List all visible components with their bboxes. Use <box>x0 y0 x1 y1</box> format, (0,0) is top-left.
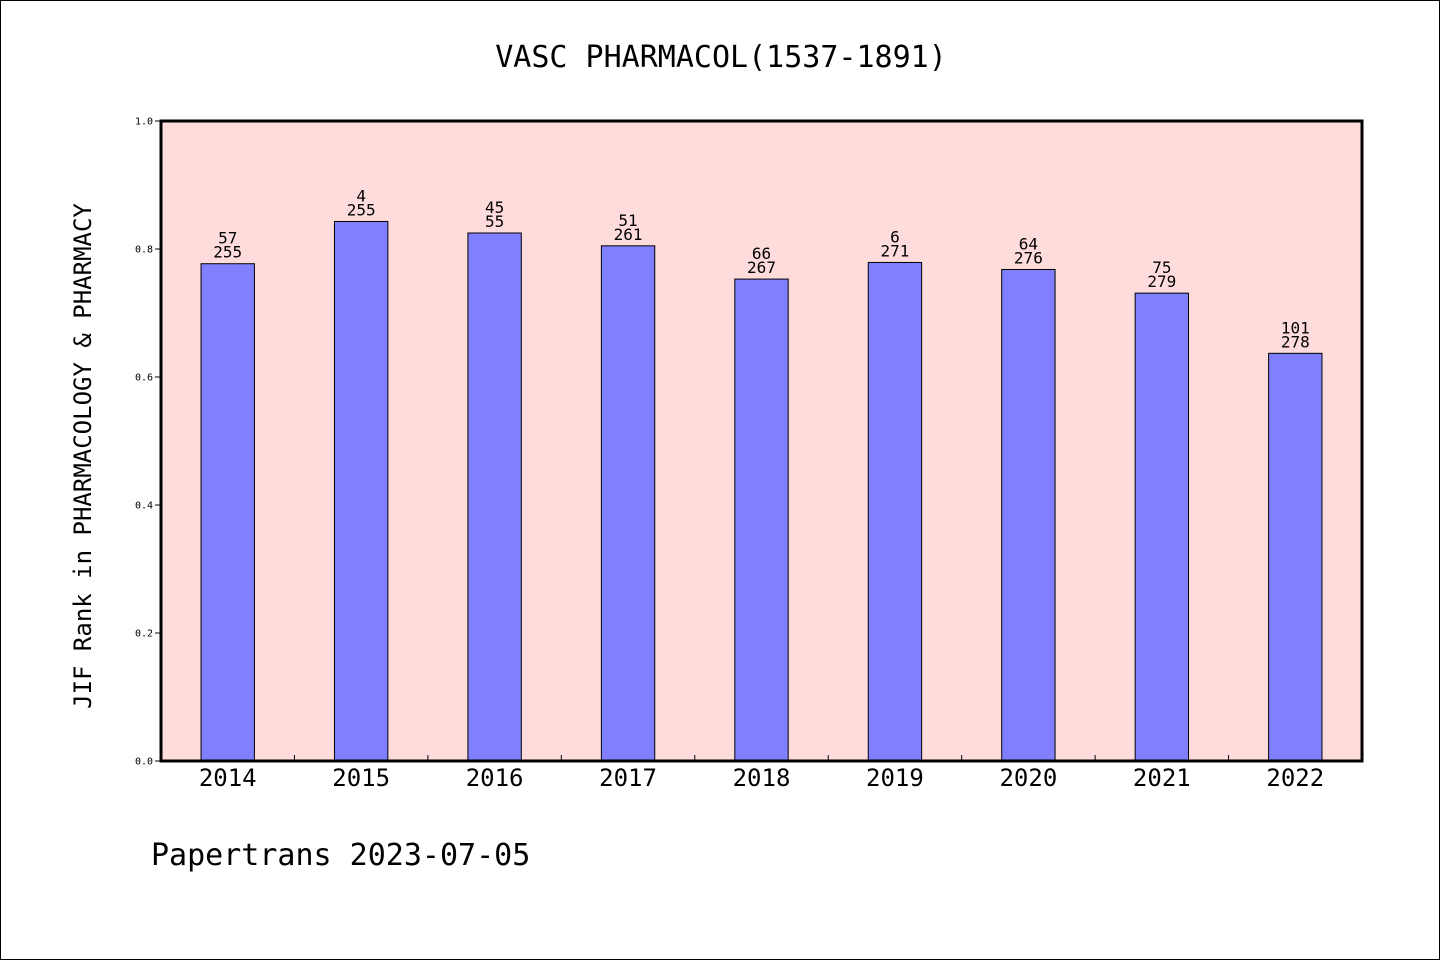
y-tick-label: 0.2 <box>135 629 153 640</box>
x-tick-label: 2021 <box>1133 764 1191 792</box>
bar-label-total: 267 <box>747 258 776 277</box>
x-tick-label: 2020 <box>999 764 1057 792</box>
bar-label-rank: 57 <box>218 229 237 248</box>
y-tick-label: 0.4 <box>135 501 153 512</box>
bar-label-total: 271 <box>880 241 909 260</box>
bar-label-total: 255 <box>347 200 376 219</box>
bar <box>200 263 255 762</box>
y-tick-label: 0.0 <box>135 757 153 768</box>
bar-label-rank: 64 <box>1019 234 1038 253</box>
x-tick-label: 2016 <box>466 764 524 792</box>
bar-label-rank: 4 <box>356 186 366 205</box>
bar <box>1001 268 1056 762</box>
bar <box>467 232 522 762</box>
y-tick-label: 1.0 <box>135 117 153 128</box>
bar-label-rank: 45 <box>485 198 504 217</box>
bar <box>734 278 789 762</box>
bar-label-rank: 66 <box>752 244 771 263</box>
bar-label-rank: 101 <box>1281 318 1310 337</box>
bar-label-total: 55 <box>485 212 504 231</box>
x-tick-label: 2017 <box>599 764 657 792</box>
x-tick-label: 2015 <box>332 764 390 792</box>
y-axis: 0.0 0.2 0.4 0.6 0.8 1.0 <box>135 117 161 768</box>
y-axis-label: JIF Rank in PHARMACOLOGY & PHARMACY <box>69 203 97 709</box>
bar-label-total: 255 <box>213 243 242 262</box>
x-tick-label: 2018 <box>733 764 791 792</box>
bar <box>867 261 923 762</box>
footer-text: Papertrans 2023-07-05 <box>151 838 530 873</box>
bar-label-total: 261 <box>614 225 643 244</box>
bar <box>1134 292 1190 762</box>
bar-label-total: 279 <box>1147 272 1176 291</box>
bar <box>333 220 389 762</box>
x-tick-label: 2014 <box>199 764 257 792</box>
bars-group <box>200 220 1323 762</box>
y-tick-label: 0.8 <box>135 245 153 256</box>
bar-label-total: 276 <box>1014 248 1043 267</box>
x-axis: 2014 2015 2016 2017 2018 2019 2020 2021 2022 <box>199 755 1324 792</box>
bar-label-total: 278 <box>1281 332 1310 351</box>
bar-label-rank: 6 <box>890 227 900 246</box>
y-tick-label: 0.6 <box>135 373 153 384</box>
bar-label-rank: 51 <box>618 211 637 230</box>
x-tick-label: 2019 <box>866 764 924 792</box>
chart-title: VASC PHARMACOL(1537-1891) <box>495 40 947 75</box>
bar-label-rank: 75 <box>1152 258 1171 277</box>
plot-frame <box>159 119 1364 763</box>
x-tick-label: 2022 <box>1266 764 1324 792</box>
bar <box>1268 352 1323 762</box>
bar <box>600 245 656 762</box>
